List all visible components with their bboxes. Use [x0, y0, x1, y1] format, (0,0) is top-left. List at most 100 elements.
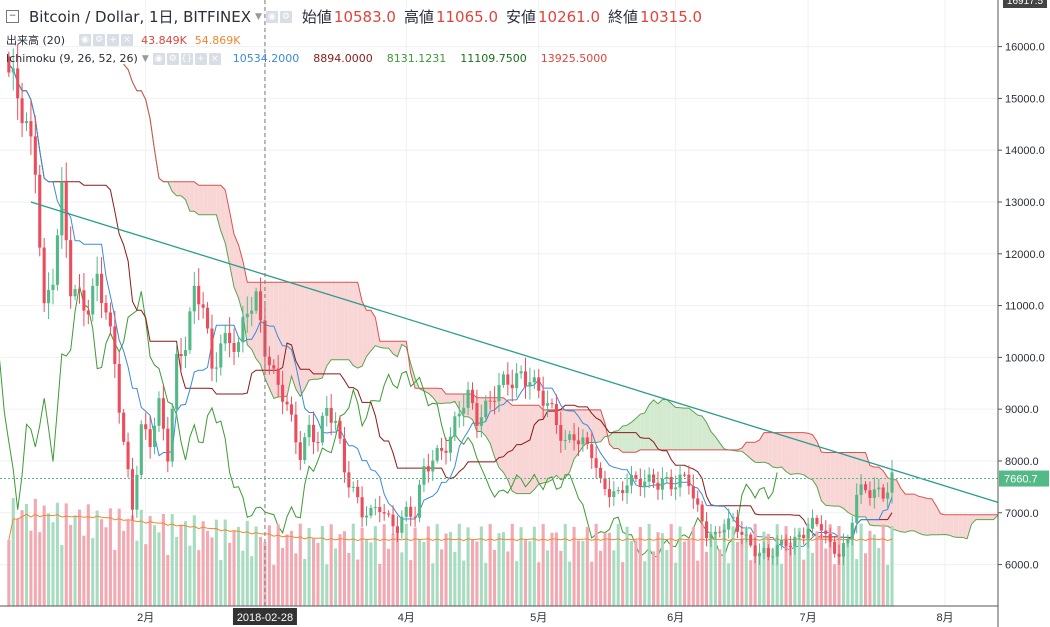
volume-bar: [387, 548, 391, 606]
volume-bar: [51, 522, 55, 606]
candle-body: [24, 121, 29, 124]
volume-bar: [757, 552, 762, 606]
cloud-segment: [282, 282, 288, 397]
volume-bar: [82, 535, 86, 606]
collapse-icon[interactable]: −: [6, 10, 19, 23]
candle-body: [7, 56, 11, 73]
candle-body: [793, 536, 797, 547]
cloud-segment: [843, 452, 848, 513]
close-icon[interactable]: ×: [121, 34, 134, 46]
candle-body: [440, 448, 444, 451]
volume-bar: [7, 540, 11, 606]
candle-body: [572, 434, 576, 441]
candle-body: [837, 553, 841, 557]
candle-body: [250, 310, 254, 314]
candle-body: [153, 425, 157, 447]
candle-body: [691, 486, 695, 499]
volume-bar: [104, 527, 108, 606]
ichimoku-label[interactable]: Ichimoku (9, 26, 52, 26): [6, 52, 138, 65]
volume-legend[interactable]: 出来高 (20) ◉ ⚙ + × 43.849K 54.869K: [6, 32, 240, 48]
candle-body: [289, 404, 293, 415]
volume-label[interactable]: 出来高 (20): [6, 34, 66, 47]
candle-body: [245, 313, 249, 318]
eye-icon[interactable]: ◉: [152, 52, 165, 65]
volume-bar: [161, 514, 165, 606]
settings-icon[interactable]: ⚙: [166, 52, 179, 65]
cloud-segment: [543, 409, 548, 484]
volume-bar: [731, 526, 735, 606]
volume-bar: [815, 531, 819, 606]
candle-body: [276, 368, 280, 385]
candle-body: [863, 484, 868, 491]
chevron-down-icon[interactable]: ▼: [141, 53, 149, 64]
cloud-segment: [869, 465, 875, 526]
candle-body: [373, 507, 377, 509]
volume-bar: [144, 544, 148, 606]
volume-bar: [285, 534, 289, 606]
candle-body: [347, 472, 351, 488]
source-icon[interactable]: {}: [180, 52, 193, 65]
candle-body: [342, 438, 346, 473]
candle-body: [643, 481, 647, 487]
volume-bar: [749, 560, 753, 606]
cloud-segment: [847, 452, 853, 515]
candle-body: [113, 326, 117, 364]
candle-body: [11, 68, 15, 73]
volume-bar: [479, 526, 483, 606]
volume-bar: [29, 530, 33, 606]
cloud-segment: [640, 412, 645, 450]
cloud-segment: [693, 411, 698, 450]
volume-bar: [42, 505, 46, 606]
candle-body: [100, 273, 104, 304]
volume-bar: [108, 508, 112, 606]
symbol-title[interactable]: Bitcoin / Dollar, 1日, BITFINEX: [29, 8, 251, 26]
volume-bar: [634, 540, 638, 606]
candle-body: [515, 373, 519, 389]
close-icon[interactable]: ×: [208, 52, 221, 65]
volume-bar: [91, 538, 95, 606]
volume-bar: [175, 536, 179, 606]
chevron-down-icon[interactable]: ▼: [254, 11, 262, 22]
add-icon[interactable]: +: [194, 52, 207, 65]
volume-bar: [444, 533, 448, 606]
cloud-segment: [216, 185, 221, 231]
candle-body: [400, 516, 404, 533]
volume-bar: [276, 524, 280, 606]
cloud-segment: [812, 434, 817, 487]
candle-body: [537, 377, 541, 391]
eye-icon[interactable]: ◉: [265, 10, 278, 23]
cloud-segment: [494, 397, 499, 468]
open-label: 始値: [301, 8, 332, 26]
candle-body: [546, 403, 550, 406]
cloud-segment: [635, 414, 641, 453]
settings-icon[interactable]: ⚙: [93, 34, 106, 46]
cloud-segment: [989, 514, 994, 520]
candle-body: [475, 403, 479, 426]
candle-body: [356, 486, 360, 498]
volume-bar: [881, 524, 885, 606]
cloud-segment: [653, 399, 658, 450]
cloud-segment: [909, 494, 915, 531]
volume-bar: [652, 551, 656, 606]
add-icon[interactable]: +: [107, 34, 120, 46]
symbol-legend[interactable]: − Bitcoin / Dollar, 1日, BITFINEX ▼ ◉ ⚙ 始…: [0, 6, 702, 27]
settings-icon[interactable]: ⚙: [279, 10, 292, 23]
volume-bar: [431, 563, 435, 606]
volume-bar: [307, 528, 311, 606]
candle-body: [784, 540, 788, 547]
trend-line[interactable]: [30, 201, 999, 504]
candle-body: [665, 476, 669, 479]
volume-bar: [828, 524, 832, 606]
ichimoku-legend[interactable]: Ichimoku (9, 26, 52, 26) ▼ ◉ ⚙ {} + × 10…: [6, 52, 607, 65]
volume-bar: [629, 541, 634, 606]
volume-bar: [466, 527, 470, 606]
eye-icon[interactable]: ◉: [79, 34, 92, 46]
volume-bar: [360, 527, 364, 606]
cloud-segment: [587, 409, 592, 443]
volume-bar: [603, 532, 607, 606]
cloud-segment: [331, 282, 336, 360]
cloud-segment: [914, 494, 919, 534]
cloud-segment: [657, 399, 663, 450]
price-axis-panel[interactable]: [998, 0, 1050, 627]
